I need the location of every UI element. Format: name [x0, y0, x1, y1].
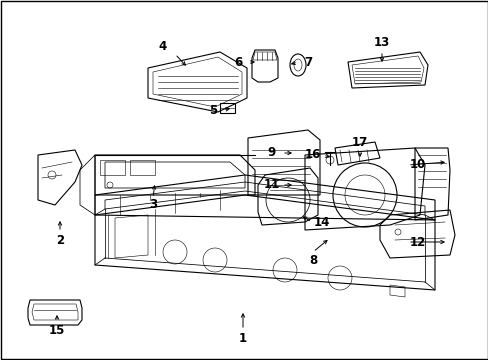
- Text: 6: 6: [233, 55, 242, 68]
- Text: 13: 13: [373, 36, 389, 49]
- Text: 9: 9: [267, 147, 276, 159]
- Text: 7: 7: [304, 55, 311, 68]
- Text: 4: 4: [159, 40, 167, 53]
- Text: 2: 2: [56, 234, 64, 247]
- Text: 16: 16: [304, 148, 321, 162]
- Text: 12: 12: [409, 235, 425, 248]
- Text: 17: 17: [351, 135, 367, 148]
- Text: 15: 15: [49, 324, 65, 337]
- Text: 5: 5: [208, 104, 217, 117]
- Text: 14: 14: [313, 216, 329, 229]
- Text: 8: 8: [308, 253, 317, 266]
- Text: 11: 11: [264, 179, 280, 192]
- Text: 3: 3: [149, 198, 157, 211]
- Text: 1: 1: [239, 332, 246, 345]
- Text: 10: 10: [409, 158, 425, 171]
